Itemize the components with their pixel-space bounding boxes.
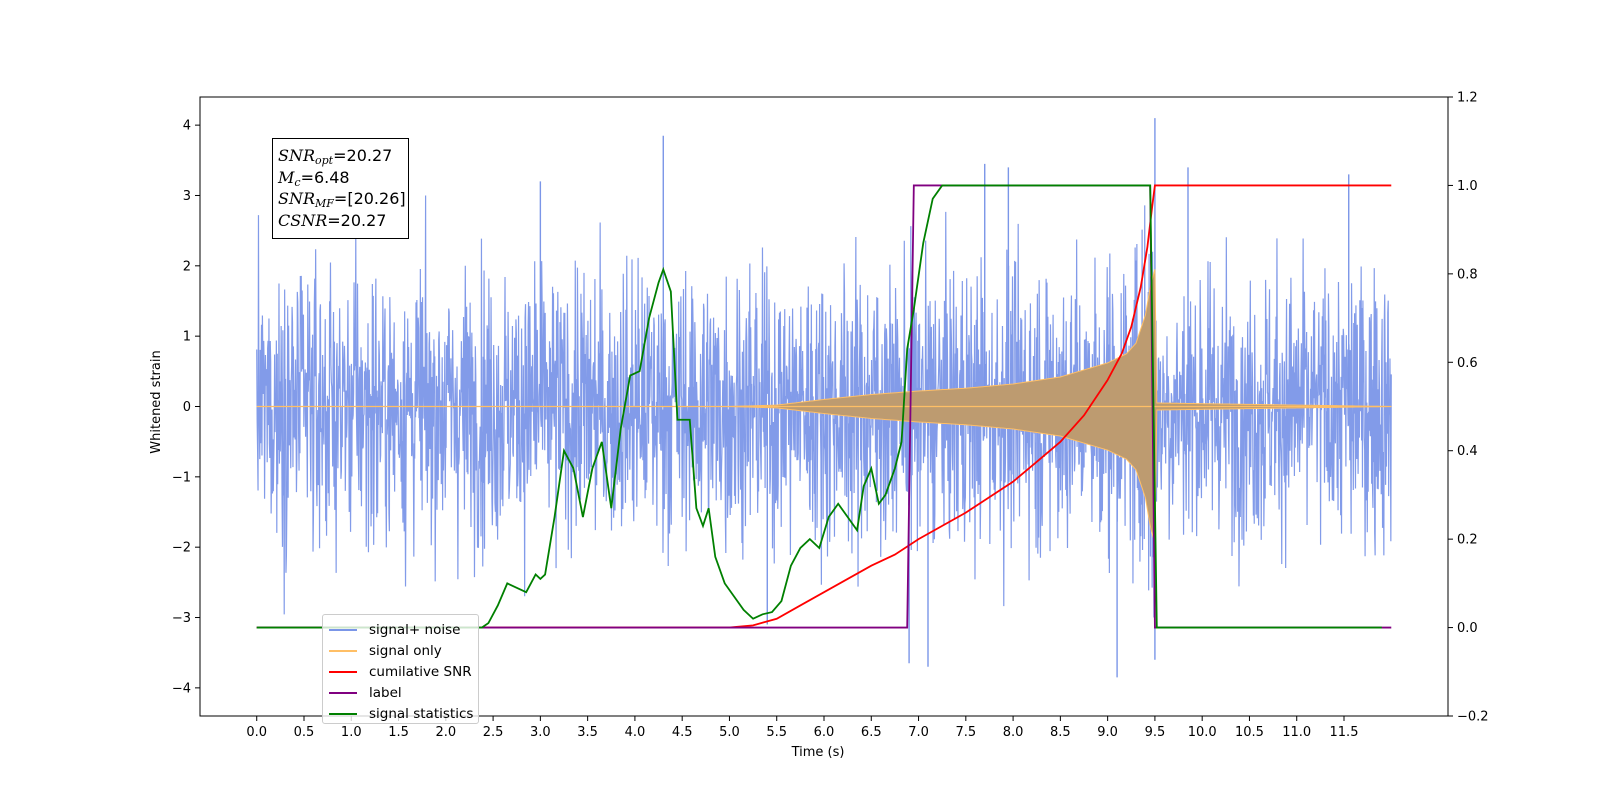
x-tick-label: 4.5: [672, 725, 693, 740]
x-tick-label: 8.0: [1003, 725, 1024, 740]
axes: 0.0 0.5 1.0 1.5 2.0 2.5 3.0 3.5 4.0 4.5 5.0 5.5 6.0 6…: [172, 91, 1489, 741]
x-tick-label: 2.0: [435, 725, 456, 740]
x-tick-label: 11.0: [1282, 725, 1311, 740]
x-tick-label: 7.5: [955, 725, 976, 740]
legend-label-signal-noise: signal+ noise: [369, 621, 461, 638]
legend-label-signal-statistics: signal statistics: [369, 705, 474, 722]
series-signal-only: [256, 269, 1392, 544]
x-tick-label: 1.5: [388, 725, 409, 740]
x-tick-label: 6.0: [814, 725, 835, 740]
x-tick-label: 3.0: [530, 725, 551, 740]
x-tick-label: 5.0: [719, 725, 740, 740]
x-tick-label: 0.5: [294, 725, 315, 740]
legend-item-label: label: [329, 682, 402, 703]
legend-item-signal-only: signal only: [329, 640, 442, 661]
y-tick-label: −1: [172, 470, 191, 485]
x-tick-label: 11.5: [1330, 725, 1359, 740]
x-tick-label: 0.0: [246, 725, 267, 740]
y-tick-label: −4: [172, 681, 191, 696]
y-tick-label: 2: [183, 259, 191, 274]
series-signal-noise: [256, 118, 1392, 678]
y-tick-label: −3: [172, 611, 191, 626]
x-tick-label: 7.0: [908, 725, 929, 740]
y2-tick-label: 1.0: [1457, 179, 1478, 194]
legend-item-signal-statistics: signal statistics: [329, 703, 473, 724]
y-tick-label: 4: [183, 119, 191, 134]
y2-tick-label: −0.2: [1457, 710, 1489, 725]
y2-tick-label: 0.2: [1457, 533, 1478, 548]
legend-swatch-signal-statistics: [329, 712, 357, 715]
legend-swatch-signal-noise: [329, 628, 357, 631]
y-tick-label: −2: [172, 541, 191, 556]
legend-swatch-cumilative-snr: [329, 670, 357, 673]
legend-item-cumilative-snr: cumilative SNR: [329, 661, 472, 682]
legend: signal+ noise signal only cumilative SNR…: [322, 614, 479, 724]
x-axis-label: Time (s): [791, 745, 845, 760]
legend-label-signal-only: signal only: [369, 642, 442, 659]
chirp-mass-text: Mc=6.48: [278, 167, 350, 189]
x-tick-label: 1.0: [341, 725, 362, 740]
series-line-cumilative-snr: [256, 184, 1392, 629]
x-tick-label: 5.5: [766, 725, 787, 740]
legend-label-cumilative-snr: cumilative SNR: [369, 663, 472, 680]
legend-label-label: label: [369, 684, 402, 701]
y-tick-label: 0: [183, 400, 191, 415]
x-tick-label: 3.5: [577, 725, 598, 740]
x-tick-label: 2.5: [483, 725, 504, 740]
y2-tick-label: 0.4: [1457, 444, 1478, 459]
legend-swatch-signal-only: [329, 649, 357, 652]
y-tick-label: 1: [183, 330, 191, 345]
right-axis-series: [256, 184, 1392, 629]
y2-tick-label: 0.6: [1457, 356, 1478, 371]
y2-tick-label: 0.8: [1457, 267, 1478, 282]
series-line-signal-statistics: [256, 184, 1382, 629]
y-tick-label: 3: [183, 189, 191, 204]
y-axis-label: Whitened strain: [149, 350, 164, 453]
x-tick-label: 9.0: [1097, 725, 1118, 740]
x-tick-label: 6.5: [861, 725, 882, 740]
x-tick-label: 10.0: [1188, 725, 1217, 740]
x-tick-label: 4.0: [625, 725, 646, 740]
signal-noise-trace: [256, 195, 1392, 618]
csnr-text: CSNR=20.27: [278, 210, 387, 230]
snr-opt-text: SNRopt=20.27: [278, 146, 393, 167]
x-tick-label: 9.5: [1145, 725, 1166, 740]
stats-annotation-box: SNRopt=20.27 Mc=6.48 SNRMF=[20.26] CSNR=…: [272, 138, 409, 239]
legend-swatch-label: [329, 691, 357, 694]
snr-mf-text: SNRMF=[20.26]: [278, 189, 406, 210]
y2-tick-label: 0.0: [1457, 621, 1478, 636]
x-tick-label: 8.5: [1050, 725, 1071, 740]
legend-item-signal-noise: signal+ noise: [329, 619, 460, 640]
y2-tick-label: 1.2: [1457, 91, 1478, 106]
x-tick-label: 10.5: [1235, 725, 1264, 740]
